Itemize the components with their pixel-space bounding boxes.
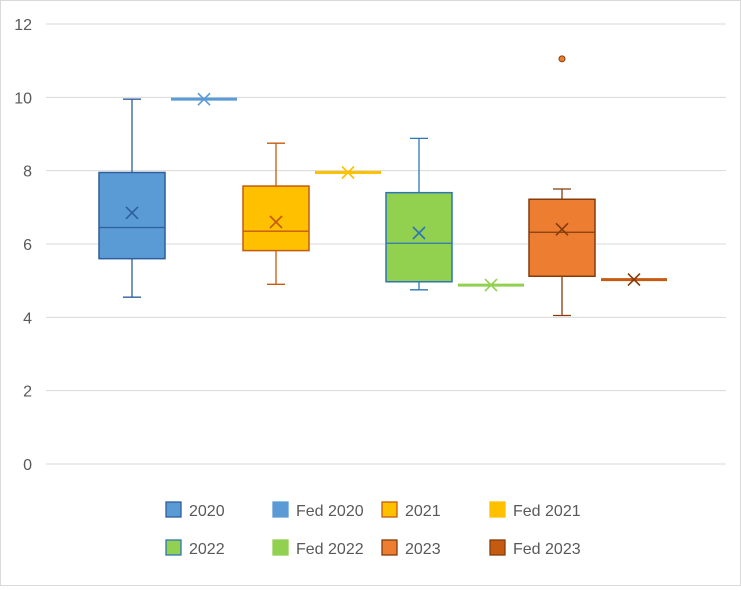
mean-marker <box>555 222 569 236</box>
legend-label: Fed 2020 <box>296 503 364 520</box>
legend: 2020 Fed 2020 2021 Fed 2021 2022 Fed 2022 2023… <box>165 501 581 558</box>
y-axis-ticks: 0 2 4 6 8 10 12 <box>14 17 32 474</box>
mean-marker <box>484 278 498 292</box>
box-2023 <box>528 55 596 317</box>
legend-label: Fed 2021 <box>513 503 581 520</box>
legend-label: 2020 <box>189 503 225 520</box>
legend-swatch <box>272 539 289 556</box>
box-fed-2020 <box>171 92 237 106</box>
mean-marker <box>269 215 283 229</box>
box-2020 <box>98 98 166 298</box>
outlier-point <box>558 55 566 63</box>
box-fed-2023 <box>601 273 667 287</box>
mean-marker <box>341 165 355 180</box>
legend-swatch <box>165 501 182 518</box>
box-fed-2022 <box>458 278 524 292</box>
legend-swatch <box>272 501 289 518</box>
plot-area <box>98 55 667 317</box>
legend-label: Fed 2023 <box>513 541 581 558</box>
legend-swatch <box>165 539 182 556</box>
box-2021 <box>242 142 310 285</box>
legend-item-fed-2023: Fed 2023 <box>489 539 581 558</box>
y-tick-label: 4 <box>23 310 32 327</box>
box-fed-2021 <box>315 165 381 180</box>
y-tick-label: 6 <box>23 237 32 254</box>
legend-swatch <box>489 539 506 556</box>
legend-item-fed-2022: Fed 2022 <box>272 539 364 558</box>
legend-item-2021: 2021 <box>381 501 441 520</box>
legend-item-2023: 2023 <box>381 539 441 558</box>
box-2022 <box>385 137 453 291</box>
legend-item-fed-2021: Fed 2021 <box>489 501 581 520</box>
box-iqr <box>242 185 310 252</box>
legend-label: 2023 <box>405 541 441 558</box>
box-iqr <box>528 198 596 278</box>
legend-swatch <box>381 501 398 518</box>
legend-swatch <box>381 539 398 556</box>
legend-item-fed-2020: Fed 2020 <box>272 501 364 520</box>
box-iqr <box>385 191 453 283</box>
legend-label: 2021 <box>405 503 441 520</box>
legend-label: Fed 2022 <box>296 541 364 558</box>
box-iqr <box>98 171 166 260</box>
legend-item-2022: 2022 <box>165 539 225 558</box>
mean-marker <box>627 273 641 287</box>
mean-marker <box>125 206 139 220</box>
legend-label: 2022 <box>189 541 225 558</box>
legend-swatch <box>489 501 506 518</box>
mean-marker <box>412 226 426 240</box>
y-tick-label: 10 <box>14 90 32 107</box>
y-tick-label: 12 <box>14 17 32 34</box>
legend-item-2020: 2020 <box>165 501 225 520</box>
y-tick-label: 2 <box>23 384 32 401</box>
y-tick-label: 8 <box>23 164 32 181</box>
y-tick-label: 0 <box>23 457 32 474</box>
mean-marker <box>197 92 211 106</box>
